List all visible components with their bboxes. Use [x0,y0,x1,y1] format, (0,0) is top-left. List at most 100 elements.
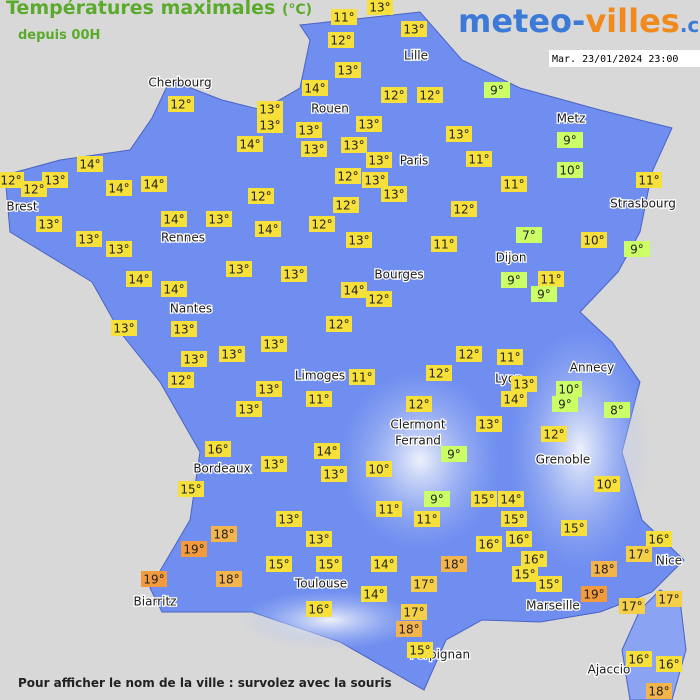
temperature-box [624,241,650,257]
temperature-label: 11° [468,153,489,167]
temperature-label: 13° [448,128,469,142]
temperature-box [216,571,242,587]
temperature-box [141,176,167,192]
temperature-label: 10° [559,164,580,178]
temperature-label: 9° [490,84,504,98]
temperature-label: 15° [180,483,201,497]
temperature-box [536,576,562,592]
temperature-box [261,336,287,352]
temperature-label: 10° [583,234,604,248]
temperature-label: 14° [500,493,521,507]
temperature-label: 16° [478,538,499,552]
temperature-box [401,21,427,37]
temperature-label: 15° [514,568,535,582]
temperature-box [414,511,440,527]
temperature-label: 15° [538,578,559,592]
temperature-box [456,346,482,362]
temperature-label: 12° [368,293,389,307]
temperature-box [171,321,197,337]
temperature-label: 15° [563,522,584,536]
temperature-label: 16° [658,658,679,672]
temperature-label: 13° [263,338,284,352]
city-name: Grenoble [536,453,591,467]
temperature-box [306,391,332,407]
temperature-label: 11° [499,351,520,365]
timestamp: Mar. 23/01/2024 23:00 [552,54,678,65]
city-name: Ferrand [395,434,441,448]
temperature-box [441,556,467,572]
temperature-label: 18° [593,563,614,577]
temperature-label: 13° [208,213,229,227]
temperature-box [451,201,477,217]
temperature-label: 14° [239,138,260,152]
temperature-label: 14° [143,178,164,192]
title: Températures maximales (°C) [6,0,312,19]
temperature-box [276,511,302,527]
temperature-box [256,381,282,397]
temperature-label: 16° [628,653,649,667]
temperature-label: 13° [368,154,389,168]
temperature-label: 14° [108,182,129,196]
temperature-box [552,396,578,412]
temperature-box [361,586,387,602]
temperature-label: 13° [38,218,59,232]
temperature-label: 12° [311,218,332,232]
temperature-box [501,391,527,407]
temperature-box [581,586,607,602]
city-name: Strasbourg [610,197,676,211]
temperature-box [531,286,557,302]
temperature-label: 13° [369,1,390,15]
temperature-label: 14° [343,284,364,298]
temperature-box [161,281,187,297]
temperature-label: 13° [478,418,499,432]
temperature-label: 13° [263,458,284,472]
temperature-box [441,446,467,462]
relief [240,590,420,650]
temperature-box [498,491,524,507]
temperature-label: 11° [540,273,561,287]
temperature-box [466,151,492,167]
temperature-label: 15° [503,513,524,527]
temperature-box [591,561,617,577]
temperature-box [511,376,537,392]
temperature-label: 9° [430,493,444,507]
temperature-label: 13° [113,322,134,336]
temperature-label: 13° [358,118,379,132]
temperature-box [646,531,672,547]
temperature-box [538,271,564,287]
temperature-box [581,232,607,248]
temperature-label: 12° [408,398,429,412]
temperature-box [516,227,542,243]
temperature-label: 12° [428,367,449,381]
temperature-box [484,82,510,98]
footer: Pour afficher le nom de la ville : survo… [18,676,392,690]
city-name: Annecy [570,361,615,375]
temperature-box [406,396,432,412]
temperature-label: 14° [128,273,149,287]
temperature-label: 12° [453,203,474,217]
temperature-label: 18° [213,528,234,542]
temperature-label: 16° [648,533,669,547]
temperature-box [331,9,357,25]
temperature-label: 11° [333,11,354,25]
temperature-label: 18° [648,685,669,699]
temperature-label: 18° [443,558,464,572]
temperature-box [106,241,132,257]
temperature-label: 19° [583,588,604,602]
city-name: Marseille [526,599,580,613]
temperature-box [178,481,204,497]
city-name: Limoges [295,369,345,383]
temperature-label: 12° [250,190,271,204]
temperature-label: 11° [378,503,399,517]
temperature-label: 9° [447,448,461,462]
temperature-box [261,456,287,472]
temperature-box [401,604,427,620]
temperature-box [656,591,682,607]
temperature-box [306,601,332,617]
temperature-label: 13° [78,233,99,247]
temperature-label: 14° [163,213,184,227]
temperature-label: 13° [343,139,364,153]
brand: meteo-villes.com [458,2,700,40]
temperature-label: 11° [638,174,659,188]
